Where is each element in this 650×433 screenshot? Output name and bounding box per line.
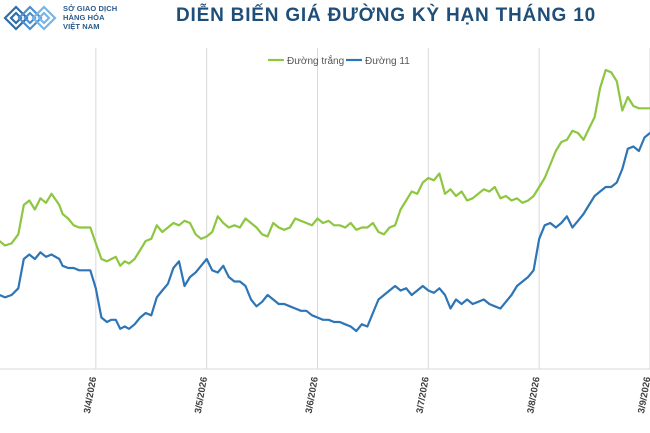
x-tick-label: 3/5/2026 bbox=[193, 376, 210, 414]
chart-title: DIỄN BIẾN GIÁ ĐƯỜNG KỲ HẠN THÁNG 10 bbox=[176, 5, 596, 26]
logo-line-2: HÀNG HÓA bbox=[63, 13, 105, 22]
x-tick-label: 3/8/2026 bbox=[525, 376, 542, 414]
x-tick-label: 3/6/2026 bbox=[304, 376, 321, 414]
grid-lines bbox=[95, 48, 650, 369]
x-tick-label: 3/4/2026 bbox=[82, 376, 99, 414]
legend-label: Đường 11 bbox=[365, 56, 410, 67]
logo-line-1: SỞ GIAO DỊCH bbox=[63, 4, 118, 13]
logo-mark-icon bbox=[3, 5, 57, 31]
series-line bbox=[0, 131, 650, 333]
legend: Đường trắng Đường 11 bbox=[268, 54, 410, 67]
series-layer bbox=[0, 68, 650, 333]
x-tick-label: 3/9/2026 bbox=[636, 376, 650, 414]
legend-label: Đường trắng bbox=[287, 54, 344, 67]
logo bbox=[3, 5, 57, 31]
x-tick-labels: 3/4/2026 3/5/2026 3/6/2026 3/7/2026 3/8/2026… bbox=[82, 376, 650, 414]
series-line bbox=[0, 68, 650, 267]
logo-text: SỞ GIAO DỊCH HÀNG HÓA VIỆT NAM bbox=[63, 4, 117, 31]
x-tick-label: 3/7/2026 bbox=[414, 376, 431, 414]
logo-line-3: VIỆT NAM bbox=[63, 22, 100, 31]
